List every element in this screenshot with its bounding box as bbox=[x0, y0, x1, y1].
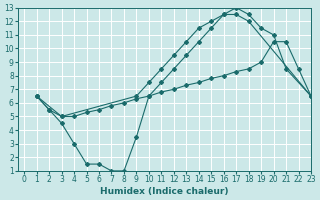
X-axis label: Humidex (Indice chaleur): Humidex (Indice chaleur) bbox=[100, 187, 229, 196]
